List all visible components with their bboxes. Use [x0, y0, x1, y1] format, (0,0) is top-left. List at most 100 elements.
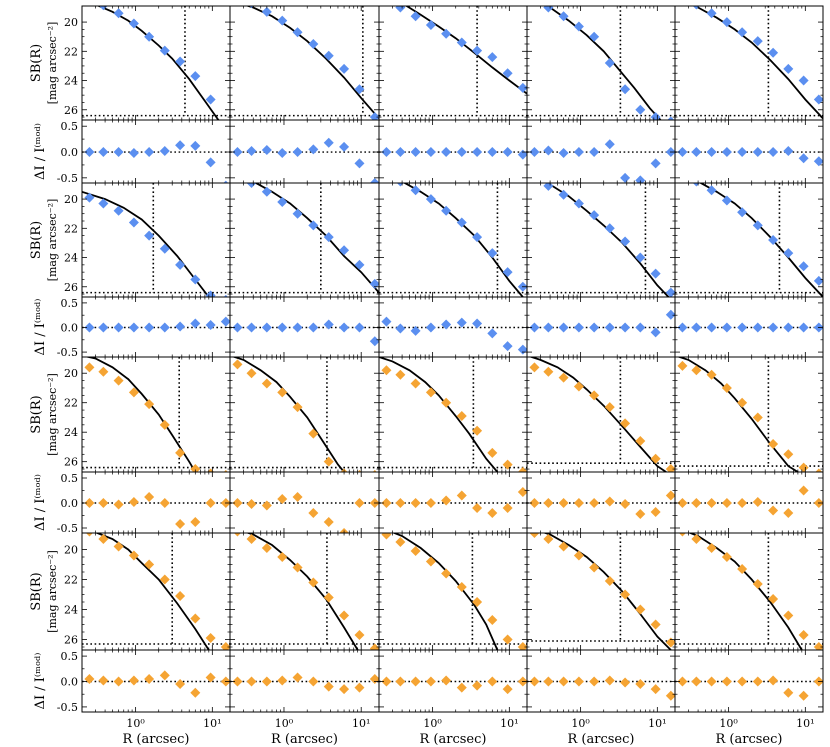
residual-tick-label: 0.0 [61, 146, 79, 159]
sersic-model-curve [82, 190, 210, 297]
sb-data-point [472, 425, 483, 436]
residual-plot-area [379, 487, 527, 518]
sb-data-point [620, 84, 631, 95]
residual-data-point [783, 508, 794, 518]
residual-data-point [472, 318, 483, 329]
sb-data-point [277, 197, 288, 207]
sb-data-point [339, 610, 350, 621]
residual-data-point [144, 492, 155, 502]
sb-tick-label: 26 [64, 104, 78, 117]
residual-plot-area [379, 675, 527, 695]
panel-ticks [81, 533, 230, 712]
residual-data-point [558, 322, 569, 333]
residual-data-point [277, 148, 288, 159]
residual-data-point [517, 487, 527, 497]
sb-data-point [589, 31, 600, 42]
sb-data-point [558, 372, 569, 383]
sb-data-point [354, 84, 365, 95]
residual-data-point [369, 336, 379, 347]
sb-plot-area [379, 533, 527, 650]
residual-data-point [144, 147, 155, 158]
residual-data-point [573, 498, 584, 508]
sb-plot-area [675, 533, 823, 650]
sb-data-point [543, 183, 554, 191]
panel-r2-c1 [229, 356, 380, 534]
sb-plot-area [675, 357, 823, 472]
sb-data-point [232, 171, 242, 181]
sersic-model-curve [96, 6, 220, 120]
sb-data-point [381, 533, 392, 540]
sb-axis-label: SB(R) [29, 221, 44, 259]
panel-r2-c0 [81, 356, 231, 534]
sb-data-point [113, 205, 124, 216]
sb-data-point [487, 447, 498, 458]
residual-data-point [589, 498, 600, 508]
residual-data-point [768, 505, 779, 516]
residual-data-point [232, 498, 243, 508]
residual-data-point [323, 137, 334, 148]
residual-data-point [665, 309, 675, 320]
residual-plot-area [82, 492, 230, 529]
sb-data-point [308, 428, 319, 439]
sb-data-point [752, 36, 763, 47]
sb-data-point [159, 45, 170, 56]
residual-data-point [308, 322, 319, 333]
sb-data-point [589, 562, 600, 573]
sb-data-point [456, 217, 467, 228]
residual-data-point [339, 141, 350, 152]
sb-data-point [650, 619, 661, 630]
residual-data-point [620, 677, 631, 688]
residual-data-point [737, 147, 748, 158]
sersic-model-curve [687, 533, 803, 650]
residual-data-point [354, 322, 365, 333]
sb-data-point [159, 574, 170, 585]
residual-data-point [604, 322, 615, 333]
panel-r0-c2 [378, 5, 528, 184]
sb-data-point [232, 0, 242, 1]
residual-data-point [308, 144, 319, 155]
panel-ticks [81, 6, 230, 183]
residual-axis-label: ΔI / I⁽ᵐᵒᵈ⁾ [33, 474, 48, 531]
sb-data-point [589, 210, 600, 221]
x-tick-label: 10⁰ [275, 717, 294, 730]
sb-data-point [752, 412, 763, 423]
panel-r1-c4 [674, 182, 824, 358]
residual-data-point [456, 317, 467, 328]
sb-data-point [221, 122, 231, 132]
sb-data-point [175, 259, 186, 270]
residual-data-point [246, 322, 257, 333]
sb-data-point [395, 369, 406, 380]
sb-data-point [677, 360, 688, 371]
residual-data-point [798, 690, 809, 701]
sb-data-point [604, 223, 615, 234]
residual-data-point [798, 322, 809, 333]
residual-data-point [410, 676, 421, 687]
residual-tick-label: 0.5 [61, 650, 79, 663]
panel-r1-c1 [229, 171, 380, 358]
sb-data-point [113, 375, 124, 386]
sb-data-point [113, 8, 124, 19]
residual-data-point [144, 322, 155, 333]
residual-data-point [441, 319, 452, 330]
residual-plot-area [527, 490, 675, 519]
sb-data-point [813, 275, 823, 286]
residual-data-point [635, 679, 646, 690]
sb-panel-frame [674, 532, 824, 651]
residual-data-point [529, 322, 540, 333]
sb-data-point [752, 220, 763, 231]
residual-data-point [768, 147, 779, 158]
sb-data-point [472, 597, 483, 607]
residual-data-point [456, 490, 467, 501]
x-tick-label: 10¹ [796, 717, 814, 730]
sb-tick-label: 20 [64, 16, 78, 29]
residual-tick-label: -0.5 [57, 701, 78, 714]
sb-data-point [635, 252, 646, 263]
sb-data-point [425, 387, 436, 398]
x-tick-label: 10¹ [203, 717, 221, 730]
residual-tick-label: 0.5 [61, 297, 79, 310]
residual-plot-area [675, 145, 823, 167]
sb-plot-area [675, 6, 823, 120]
sb-panel-frame [526, 5, 676, 121]
sb-data-point [543, 366, 554, 377]
